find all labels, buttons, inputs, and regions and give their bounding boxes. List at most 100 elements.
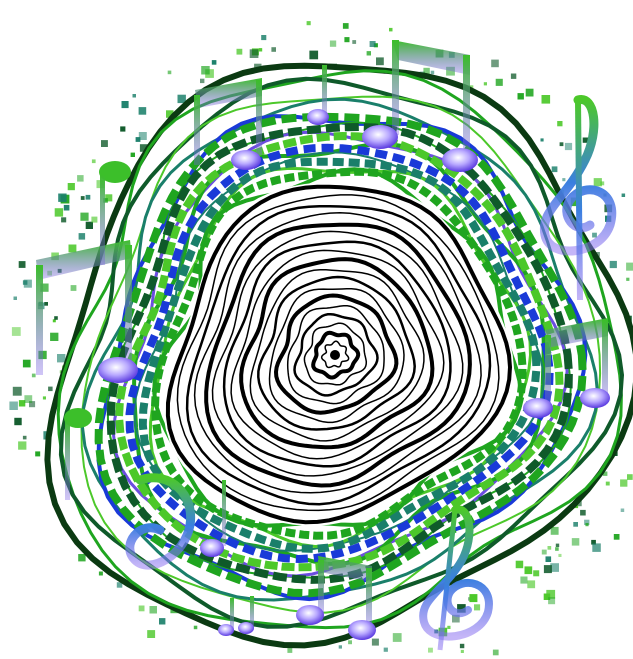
scatter-square xyxy=(77,175,84,182)
scatter-square xyxy=(85,194,91,200)
inner-black-rings xyxy=(163,181,514,526)
scatter-square xyxy=(258,48,263,52)
scatter-square xyxy=(58,193,67,202)
scatter-square xyxy=(121,101,129,109)
eighth-note-icon xyxy=(64,408,92,500)
scatter-square xyxy=(22,280,28,285)
scatter-square xyxy=(9,401,18,410)
scatter-square xyxy=(338,645,342,649)
scatter-square xyxy=(580,509,586,516)
scatter-square xyxy=(147,630,156,638)
inner-ring xyxy=(165,184,513,525)
dash-ring xyxy=(94,112,587,598)
beamed-eighth-notes-icon xyxy=(523,318,610,418)
scatter-square xyxy=(491,59,499,68)
scatter-square xyxy=(138,132,147,140)
scatter-square xyxy=(428,647,433,653)
scatter-square xyxy=(120,126,126,132)
scatter-square xyxy=(149,606,157,614)
scatter-square xyxy=(447,625,451,629)
scatter-square xyxy=(546,589,556,599)
beamed-eighth-notes-icon xyxy=(36,240,138,383)
quarter-note-icon xyxy=(307,65,329,125)
scatter-square xyxy=(446,66,455,76)
scatter-square xyxy=(584,519,590,525)
scatter-square xyxy=(609,260,617,269)
scatter-square xyxy=(166,110,174,118)
inner-ring xyxy=(268,288,405,424)
scatter-square xyxy=(517,93,524,100)
scatter-square xyxy=(620,508,625,512)
scatter-square xyxy=(392,633,402,642)
scatter-square xyxy=(167,70,172,75)
scatter-square xyxy=(603,471,608,476)
scatter-square xyxy=(52,319,56,323)
inner-ring xyxy=(211,230,464,477)
scatter-square xyxy=(383,647,388,652)
scatter-square xyxy=(329,40,337,47)
scatter-square xyxy=(22,359,31,368)
inner-ring xyxy=(273,293,399,415)
scatter-square xyxy=(103,198,108,203)
scatter-square xyxy=(555,543,560,547)
scatter-square xyxy=(627,474,633,480)
scatter-square xyxy=(40,283,49,292)
scatter-square xyxy=(78,233,86,240)
beamed-eighth-notes-icon xyxy=(362,40,478,172)
inner-ring xyxy=(185,204,492,506)
scatter-square xyxy=(525,88,534,97)
scatter-square xyxy=(287,648,293,653)
scatter-square xyxy=(605,481,610,486)
scatter-square xyxy=(366,51,371,56)
scatter-square xyxy=(515,560,524,569)
dash-ring xyxy=(114,131,564,572)
inner-ring xyxy=(176,194,500,512)
scatter-square xyxy=(621,193,626,197)
eighth-note-icon xyxy=(99,161,131,265)
scatter-square xyxy=(389,27,393,32)
scatter-square xyxy=(543,565,552,574)
scatter-square xyxy=(54,208,64,217)
scatter-square xyxy=(24,395,33,403)
scatter-square xyxy=(12,386,22,396)
scatter-square xyxy=(373,43,378,48)
quarter-note-icon xyxy=(218,596,254,636)
inner-ring xyxy=(193,212,482,494)
scatter-square xyxy=(42,396,46,400)
scatter-square xyxy=(524,566,533,575)
scatter-square xyxy=(13,296,17,300)
scatter-square xyxy=(540,138,544,142)
scatter-square xyxy=(98,571,103,576)
scatter-square xyxy=(67,183,75,191)
scatter-square xyxy=(31,373,36,378)
scatter-square xyxy=(541,549,547,555)
dash-ring xyxy=(150,167,527,540)
scatter-square xyxy=(344,37,350,43)
scatter-square xyxy=(460,649,464,653)
scatter-square xyxy=(492,649,499,656)
ring-center xyxy=(330,350,340,360)
scatter-square xyxy=(548,597,556,605)
scatter-square xyxy=(520,576,528,584)
scatter-square xyxy=(600,181,605,186)
scatter-square xyxy=(91,159,96,164)
dash-ring-layer xyxy=(94,112,587,598)
scatter-square xyxy=(626,277,630,281)
scatter-square xyxy=(555,547,559,551)
scatter-square xyxy=(369,41,376,47)
scatter-square xyxy=(457,604,466,613)
scatter-square xyxy=(54,316,58,320)
dash-ring xyxy=(125,143,554,564)
scatter-square xyxy=(85,221,93,229)
beamed-eighth-notes-icon xyxy=(194,78,262,170)
scatter-square xyxy=(18,261,26,268)
inner-ring xyxy=(320,340,350,369)
scatter-square xyxy=(101,140,108,147)
dash-ring xyxy=(138,157,541,553)
scatter-square xyxy=(371,638,379,646)
scatter-square xyxy=(44,302,48,306)
scatter-square xyxy=(29,401,36,408)
scatter-square xyxy=(116,582,123,588)
scatter-square xyxy=(585,523,589,527)
scatter-square xyxy=(541,95,551,104)
